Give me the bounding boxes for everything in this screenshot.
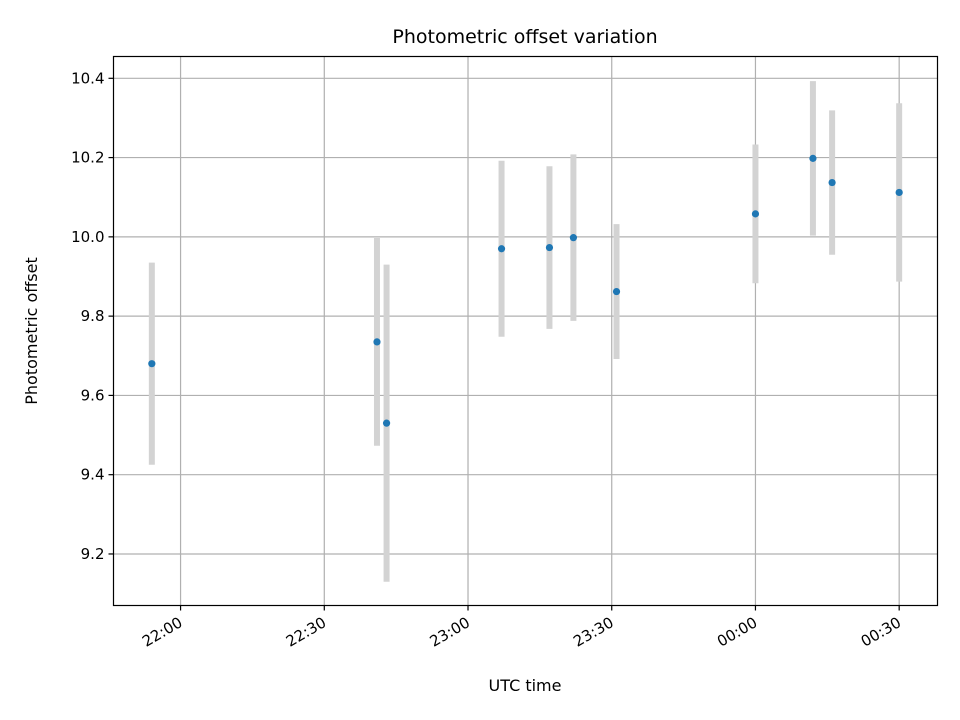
data-point xyxy=(373,338,381,346)
y-tick-label: 10.0 xyxy=(71,228,104,246)
data-point xyxy=(612,287,621,296)
y-axis-label: Photometric offset xyxy=(22,257,41,405)
y-tick-label: 10.4 xyxy=(71,69,104,87)
data-point xyxy=(545,243,554,252)
y-tick-label: 9.4 xyxy=(81,466,105,484)
data-point xyxy=(569,234,578,242)
data-point xyxy=(497,245,506,253)
data-point xyxy=(148,360,156,368)
plot-area-frame xyxy=(112,55,939,607)
x-axis-label: UTC time xyxy=(489,676,562,695)
data-point xyxy=(809,154,817,162)
data-points xyxy=(148,154,903,427)
y-tick-label: 10.2 xyxy=(71,149,104,167)
y-tick-label: 9.2 xyxy=(81,545,105,563)
chart-title: Photometric offset variation xyxy=(392,26,657,48)
y-tick-label: 9.8 xyxy=(81,307,105,325)
y-tick-label: 9.6 xyxy=(81,386,105,404)
data-point xyxy=(895,188,903,197)
data-point xyxy=(751,210,760,218)
data-point xyxy=(382,419,391,427)
data-point xyxy=(828,178,836,187)
